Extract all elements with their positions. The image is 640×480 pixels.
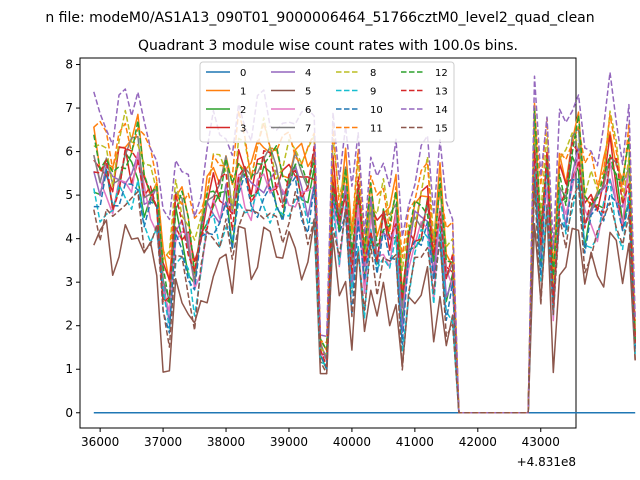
y-tick-label: 3 [65, 275, 73, 289]
legend-label-11: 11 [370, 124, 383, 135]
x-tick-label: 39000 [270, 435, 308, 449]
series-line-10 [93, 162, 636, 414]
legend-label-7: 7 [305, 124, 311, 135]
legend-label-5: 5 [305, 87, 311, 98]
legend-label-1: 1 [240, 87, 246, 98]
series-line-12 [93, 107, 636, 414]
y-tick-label: 0 [65, 406, 73, 420]
x-tick-label: 40000 [333, 435, 371, 449]
x-tick-label: 36000 [81, 435, 119, 449]
legend-label-15: 15 [435, 124, 448, 135]
legend-label-10: 10 [370, 105, 383, 116]
chart-suptitle: n file: modeM0/AS1A13_090T01_9000006464_… [45, 10, 594, 26]
y-tick-label: 1 [65, 362, 73, 376]
x-tick-label: 38000 [207, 435, 245, 449]
legend-label-4: 4 [305, 68, 311, 79]
chart-title: Quadrant 3 module wise count rates with … [138, 38, 518, 54]
legend-label-12: 12 [435, 68, 448, 79]
plot-area [79, 57, 577, 429]
x-axis-ticks: 36000 37000 38000 39000 40000 41000 42000 43000 [81, 428, 560, 449]
y-tick-label: 7 [65, 101, 73, 115]
legend-label-8: 8 [370, 68, 376, 79]
y-tick-label: 5 [65, 188, 73, 202]
y-tick-label: 8 [65, 58, 73, 72]
series-layer [93, 71, 636, 414]
legend-frame [199, 61, 455, 143]
legend-label-14: 14 [435, 105, 448, 116]
series-line-15 [93, 182, 636, 414]
y-tick-label: 6 [65, 145, 73, 159]
x-offset-label: +4.831e8 [517, 455, 576, 469]
legend-label-13: 13 [435, 87, 448, 98]
legend-label-2: 2 [240, 105, 246, 116]
x-tick-label: 42000 [459, 435, 497, 449]
legend-label-6: 6 [305, 105, 311, 116]
x-tick-label: 41000 [396, 435, 434, 449]
legend-label-0: 0 [240, 68, 246, 79]
y-tick-label: 4 [65, 232, 73, 246]
y-axis-ticks: 0 1 2 3 4 5 6 7 8 [65, 58, 80, 420]
x-tick-label: 43000 [522, 435, 560, 449]
x-tick-label: 37000 [144, 435, 182, 449]
legend-label-9: 9 [370, 87, 376, 98]
legend-label-3: 3 [240, 124, 246, 135]
series-line-8 [93, 109, 636, 414]
y-tick-label: 2 [65, 319, 73, 333]
